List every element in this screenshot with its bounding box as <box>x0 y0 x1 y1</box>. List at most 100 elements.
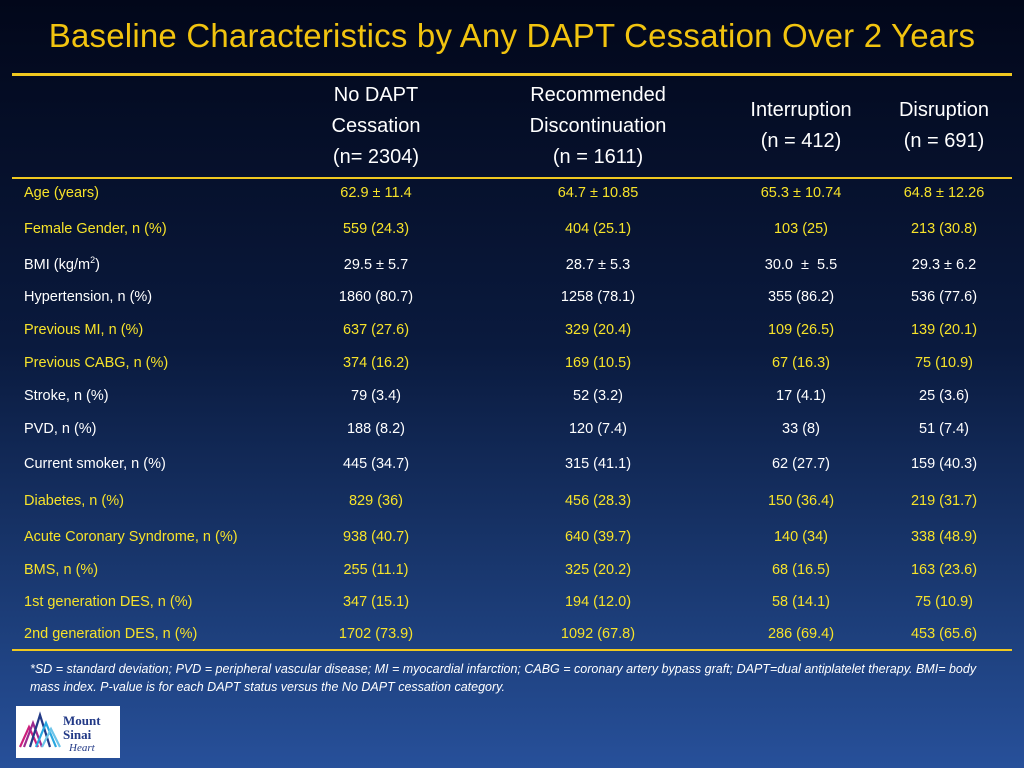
table-cell: 640 (39.7) <box>564 528 632 545</box>
column-header-line: Recommended <box>530 83 666 106</box>
table-bottom-rule <box>12 649 1012 651</box>
table-cell: 58 (14.1) <box>771 594 831 610</box>
table-cell: 637 (27.6) <box>342 321 410 338</box>
table-cell: 286 (69.4) <box>767 626 835 642</box>
row-label-text: Previous MI, n (%) <box>24 321 144 338</box>
table-cell: 219 (31.7) <box>910 492 978 509</box>
table-cell: 64.7 ± 10.85 <box>557 184 639 201</box>
table-cell: 559 (24.3) <box>342 221 410 237</box>
column-header-0 <box>12 76 282 176</box>
row-label-text: Diabetes, n (%) <box>24 492 124 509</box>
table-cell: 51 (7.4) <box>919 420 969 437</box>
row-label-text: Acute Coronary Syndrome, n (%) <box>24 528 238 545</box>
table-cell: 938 (40.7) <box>342 528 410 545</box>
table-row: 2nd generation DES, n (%) 1702 (73.9) 1092… <box>12 618 1012 650</box>
row-label: PVD, n (%) <box>12 412 282 445</box>
table-cell: 159 (40.3) <box>910 455 978 472</box>
table-row: Stroke, n (%) 79 (3.4) 52 (3.2) 17 (4.1) 25 … <box>12 379 1012 412</box>
column-header-1: No DAPT Cessation (n= 2304) <box>282 76 470 176</box>
table-cell: 25 (3.6) <box>919 387 969 404</box>
table-cell: 404 (25.1) <box>564 221 632 237</box>
table-row: Previous MI, n (%) 637 (27.6) 329 (20.4) 10… <box>12 313 1012 346</box>
table-row: Acute Coronary Syndrome, n (%) 938 (40.7)… <box>12 519 1012 554</box>
table-cell: 30.0 ± 5.5 <box>764 256 838 273</box>
column-header-4: Disruption (n = 691) <box>876 76 1012 176</box>
table-cell: 75 (10.9) <box>914 594 974 610</box>
row-label: BMS, n (%) <box>12 554 282 586</box>
row-label: BMI (kg/m2) <box>12 249 282 280</box>
table-cell: 355 (86.2) <box>767 288 835 305</box>
table-header-row: No DAPT Cessation (n= 2304) Recommended Disc… <box>12 76 1012 176</box>
row-label: Age (years) <box>12 176 282 209</box>
table-cell: 347 (15.1) <box>342 594 410 610</box>
row-label-superscript: 2 <box>90 254 96 265</box>
table-cell: 28.7 ± 5.3 <box>565 256 631 273</box>
row-label-text: Age (years) <box>24 184 99 201</box>
table-cell: 445 (34.7) <box>342 455 410 472</box>
table-cell: 65.3 ± 10.74 <box>760 184 842 201</box>
row-label-text: Female Gender, n (%) <box>24 221 167 237</box>
row-label-text: BMI (kg/m <box>24 256 91 273</box>
logo-text-heart: Heart <box>69 742 95 754</box>
row-label-text: 1st generation DES, n (%) <box>24 594 193 610</box>
table-row: BMI (kg/m2) 29.5 ± 5.7 28.7 ± 5.3 30.0 ± 5.… <box>12 249 1012 280</box>
table-row: BMS, n (%) 255 (11.1) 325 (20.2) 68 (16.5) 1… <box>12 554 1012 586</box>
table-cell: 194 (12.0) <box>564 594 632 610</box>
baseline-characteristics-table: No DAPT Cessation (n= 2304) Recommended Disc… <box>12 76 1012 650</box>
row-label: Current smoker, n (%) <box>12 445 282 482</box>
column-header-line: Disruption <box>898 99 990 121</box>
table-cell: 29.5 ± 5.7 <box>343 256 409 273</box>
row-label-text: BMS, n (%) <box>24 562 99 578</box>
table-cell: 1860 (80.7) <box>338 288 414 305</box>
row-label: Hypertension, n (%) <box>12 280 282 313</box>
column-header-line: (n = 1611) <box>552 145 644 168</box>
header-bottom-rule <box>12 177 1012 179</box>
table-cell: 68 (16.5) <box>771 562 831 578</box>
table-cell: 329 (20.4) <box>564 321 632 338</box>
table-cell: 456 (28.3) <box>564 492 632 509</box>
mount-sinai-heart-logo: Mount Sinai Heart <box>16 706 120 758</box>
table-cell: 120 (7.4) <box>568 420 628 437</box>
table-cell: 213 (30.8) <box>910 221 978 237</box>
table-cell: 29.3 ± 6.2 <box>911 256 977 273</box>
row-label: Previous CABG, n (%) <box>12 346 282 379</box>
table-cell: 52 (3.2) <box>573 387 623 404</box>
column-header-line: Interruption <box>750 99 852 121</box>
table-cell: 79 (3.4) <box>351 387 401 404</box>
column-header-line: Cessation <box>331 114 421 137</box>
table-cell: 338 (48.9) <box>910 528 978 545</box>
row-label: Acute Coronary Syndrome, n (%) <box>12 519 282 554</box>
column-header-2: Recommended Discontinuation (n = 1611) <box>470 76 726 176</box>
row-label-text: Previous CABG, n (%) <box>24 354 169 371</box>
table-cell: 453 (65.6) <box>910 626 978 642</box>
table-cell: 163 (23.6) <box>910 562 978 578</box>
table-cell: 109 (26.5) <box>767 321 835 338</box>
table-row: Age (years) 62.9 ± 11.4 64.7 ± 10.85 65.3 ±… <box>12 176 1012 209</box>
row-label: Diabetes, n (%) <box>12 482 282 519</box>
row-label: Previous MI, n (%) <box>12 313 282 346</box>
table-row: Diabetes, n (%) 829 (36) 456 (28.3) 150 (36… <box>12 482 1012 519</box>
column-header-3: Interruption (n = 412) <box>726 76 876 176</box>
table-cell: 315 (41.1) <box>564 455 632 472</box>
row-label: 1st generation DES, n (%) <box>12 586 282 618</box>
table-cell: 1092 (67.8) <box>560 626 636 642</box>
table-cell: 536 (77.6) <box>910 288 978 305</box>
table-cell: 17 (4.1) <box>776 387 826 404</box>
table-row: Hypertension, n (%) 1860 (80.7) 1258 (78.1… <box>12 280 1012 313</box>
table-row: 1st generation DES, n (%) 347 (15.1) 194 (… <box>12 586 1012 618</box>
table-row: Female Gender, n (%) 559 (24.3) 404 (25.1)… <box>12 209 1012 249</box>
table-row: PVD, n (%) 188 (8.2) 120 (7.4) 33 (8) 51 (7.… <box>12 412 1012 445</box>
logo-text-mount: Mount <box>63 713 101 728</box>
table-cell: 67 (16.3) <box>771 354 831 371</box>
table-cell: 188 (8.2) <box>346 420 406 437</box>
slide-title: Baseline Characteristics by Any DAPT Ces… <box>48 17 976 54</box>
column-header-line: (n = 691) <box>903 130 985 152</box>
row-label-text: 2nd generation DES, n (%) <box>24 626 198 642</box>
row-label-suffix: ) <box>95 256 100 273</box>
table-cell: 325 (20.2) <box>564 562 632 578</box>
row-label-text: Stroke, n (%) <box>24 387 109 404</box>
table-row: Previous CABG, n (%) 374 (16.2) 169 (10.5)… <box>12 346 1012 379</box>
mount-sinai-logo-icon <box>18 711 61 748</box>
table-body: Age (years) 62.9 ± 11.4 64.7 ± 10.85 65.3 ±… <box>12 176 1012 650</box>
row-label-text: PVD, n (%) <box>24 420 97 437</box>
